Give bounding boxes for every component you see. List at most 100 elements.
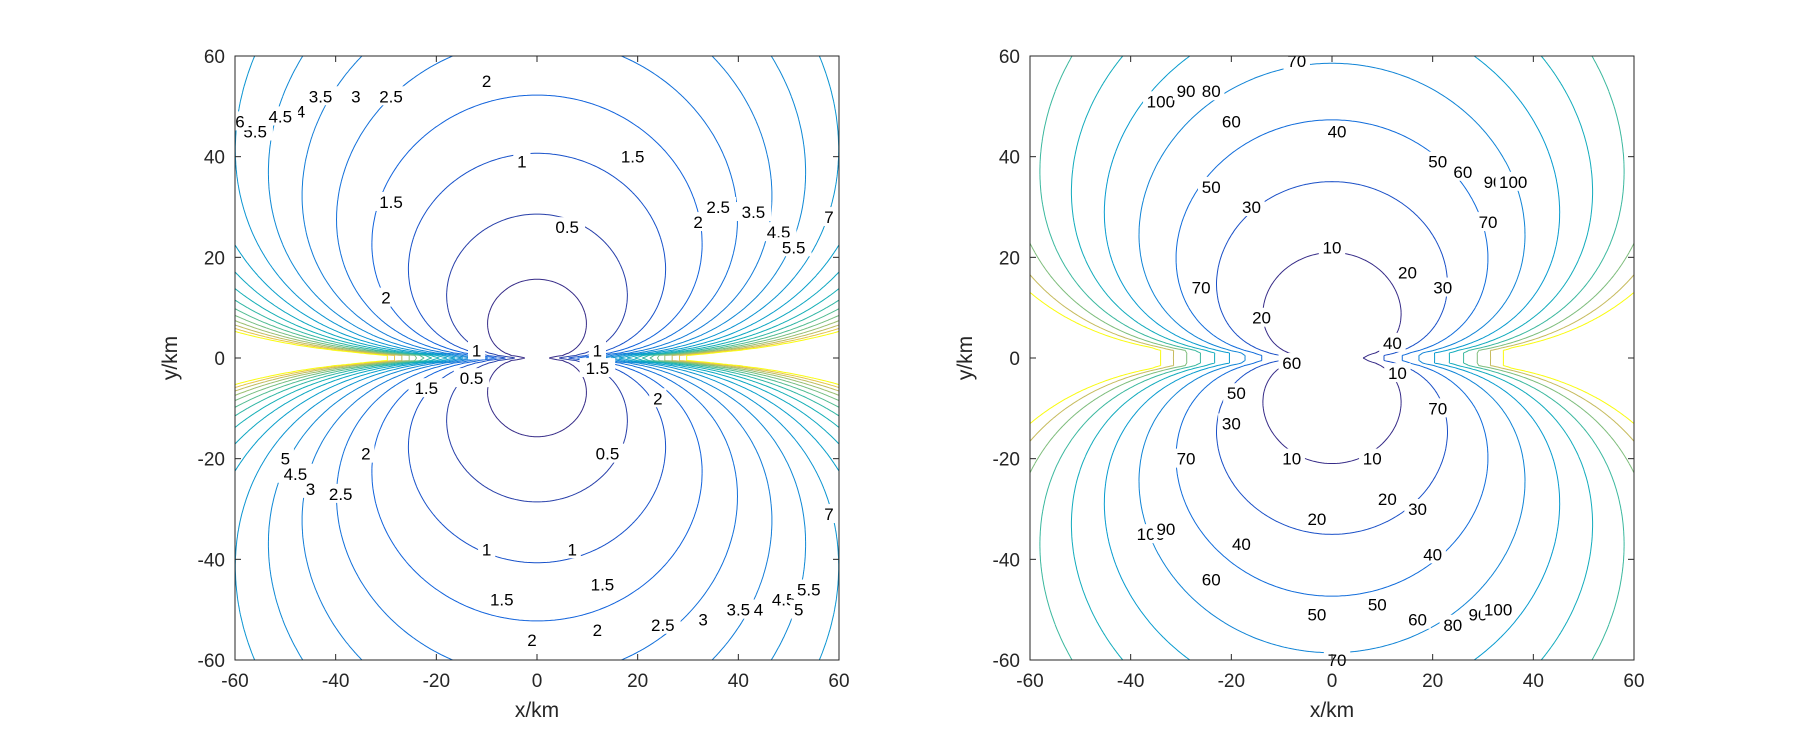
left-contour-label-bg	[231, 111, 249, 131]
left-contour-label: 1.5	[586, 359, 610, 378]
left-contour-label-bg	[549, 217, 585, 237]
left-x-tick-label: 0	[532, 671, 543, 692]
left-plot-area	[235, 56, 839, 660]
right-contour-label: 50	[1202, 178, 1221, 197]
left-contour-level-17	[235, 330, 839, 386]
right-contour-label-bg	[1172, 448, 1200, 468]
left-contour-label: 4.5	[268, 107, 292, 126]
right-contour-label: 60	[1222, 112, 1241, 131]
left-contour-label: 1	[472, 341, 481, 360]
right-contour-label-bg	[1187, 277, 1215, 297]
left-contour-label: 2.5	[329, 485, 353, 504]
left-y-tick-labels: -60 -40 -20 0 20 40 60	[198, 47, 225, 672]
left-contour-label: 1.5	[414, 379, 438, 398]
right-contour-label-bg	[1394, 262, 1421, 282]
right-contour-label: 60	[1282, 354, 1301, 373]
right-contour-level-2	[1175, 119, 1489, 597]
left-contour-label: 5	[794, 601, 803, 620]
right-contour-label: 80	[1202, 82, 1221, 101]
left-contour-level-4	[336, 56, 738, 660]
right-contour-label-bg	[1374, 488, 1401, 508]
left-contour-label: 2	[593, 621, 602, 640]
left-contour-label: 0.5	[596, 445, 620, 464]
right-contour-level-3	[1138, 62, 1526, 654]
right-x-tick-label: -20	[1218, 671, 1245, 692]
right-contour-level-5	[1070, 56, 1594, 660]
left-contour-level-7	[235, 56, 839, 660]
left-contour-label-bg	[589, 443, 626, 463]
left-y-tick-label: 20	[204, 248, 225, 269]
left-contour-level-13	[235, 314, 839, 402]
left-contour-label-bg	[820, 207, 838, 227]
left-contour-level-5	[301, 56, 773, 660]
right-contour-label-bg	[1480, 599, 1516, 619]
right-contour-label: 40	[1232, 535, 1251, 554]
left-contour-label-bg	[735, 202, 772, 222]
right-contour-label-bg	[1172, 81, 1200, 101]
right-y-axis-label: y/km	[954, 336, 977, 380]
right-contour-label: 100	[1499, 173, 1527, 192]
left-contour-label: 3.5	[309, 87, 333, 106]
left-contour-label-bg	[563, 539, 581, 559]
left-contour-level-16	[235, 328, 839, 388]
right-contour-label-bg	[1198, 176, 1225, 196]
right-y-tick-label: -40	[993, 550, 1020, 571]
left-contour-label-bg	[357, 443, 375, 463]
right-contour-label-bg	[1303, 509, 1331, 529]
right-y-tick-label: 40	[999, 148, 1020, 169]
left-contour-level-14	[235, 320, 839, 396]
left-contour-label: 3	[698, 611, 707, 630]
left-contour-label: 1.5	[591, 576, 615, 595]
right-contour-label: 70	[1287, 52, 1306, 71]
left-y-tick-label: 0	[214, 349, 225, 370]
left-contour-label: 1.5	[621, 148, 645, 167]
right-contour-label: 30	[1433, 279, 1452, 298]
left-contour-level-11	[235, 299, 839, 417]
left-x-tick-label: -60	[221, 671, 248, 692]
right-contour-label: 90	[1156, 520, 1175, 539]
left-contour-label-bg	[276, 448, 294, 468]
left-y-tick-label: -20	[198, 450, 225, 471]
right-contour-label: 20	[1398, 263, 1417, 282]
right-contour-label-bg	[1218, 413, 1245, 433]
left-contour-label: 7	[824, 208, 833, 227]
left-x-tick-labels: -60 -40 -20 0 20 40 60	[221, 671, 849, 692]
right-contour-label-bg	[1303, 604, 1331, 624]
left-contour-level-0	[487, 278, 587, 438]
left-contour-label: 7	[824, 505, 833, 524]
left-y-tick-label: 60	[204, 47, 225, 68]
right-y-tick-label: 20	[999, 248, 1020, 269]
left-contour-label: 5.5	[797, 581, 821, 600]
left-x-tick-label: 20	[627, 671, 648, 692]
left-contour-label: 6	[235, 112, 244, 131]
left-contour-label: 2.5	[651, 616, 675, 635]
right-contour-label-bg	[1439, 614, 1466, 634]
left-contour-label: 1.5	[379, 193, 403, 212]
left-contour-level-3	[371, 94, 703, 622]
right-contour-label: 30	[1242, 198, 1261, 217]
left-contour-label-bg	[373, 191, 409, 211]
right-x-tick-label: 0	[1327, 671, 1338, 692]
right-contour-label-bg	[1323, 121, 1351, 141]
left-contour-label: 5.5	[243, 123, 267, 142]
left-x-axis-label: x/km	[515, 699, 559, 722]
right-x-tick-label: -40	[1117, 671, 1144, 692]
left-contour-label-bg	[791, 579, 827, 599]
left-contour-plot: 22.533.544.55.561 1.50.51.522.5 3.54.55.57…	[159, 47, 850, 722]
right-contour-label: 40	[1383, 334, 1402, 353]
right-x-tick-label: 60	[1623, 671, 1644, 692]
right-contour-label: 60	[1202, 570, 1221, 589]
left-contour-label: 2.5	[706, 198, 730, 217]
right-contour-label-bg	[1404, 609, 1431, 629]
right-contour-label-bg	[1248, 307, 1275, 327]
left-x-tick-label: 60	[828, 671, 849, 692]
right-contour-label: 80	[1443, 616, 1462, 635]
left-contour-label-bg	[645, 614, 681, 634]
left-y-axis-label: y/km	[159, 336, 182, 380]
right-y-tick-labels: -60 -40 -20 0 20 40 60	[993, 47, 1020, 672]
left-contour-label: 1.5	[490, 591, 514, 610]
left-contour-label: 5	[281, 450, 290, 469]
left-contour-label-bg	[760, 222, 797, 242]
